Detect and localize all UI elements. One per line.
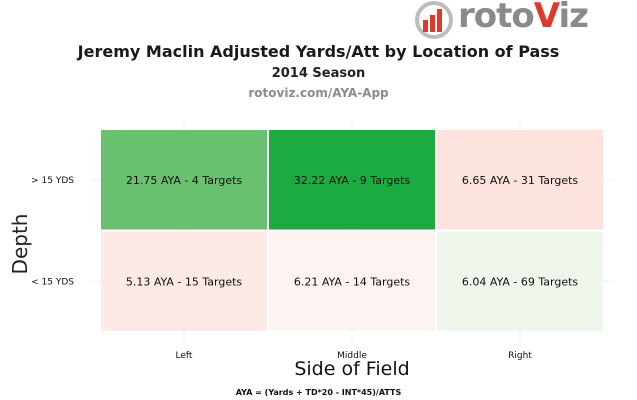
formula-footnote: AYA = (Yards + TD*20 - INT*45)/ATTS: [235, 388, 402, 397]
x-tick-label: Left: [176, 351, 193, 361]
chart-title: Jeremy Maclin Adjusted Yards/Att by Loca…: [77, 42, 560, 61]
x-axis-label: Side of Field: [294, 358, 410, 380]
y-axis-label-wrap: Depth: [6, 214, 34, 275]
y-tick-label: > 15 YDS: [31, 176, 74, 186]
cell-data-label: 6.04 AYA - 69 Targets: [462, 275, 579, 288]
chart-source: rotoviz.com/AYA-App: [248, 86, 389, 100]
logo-bar-chart-icon: [415, 1, 453, 39]
cell-data-label: 32.22 AYA - 9 Targets: [294, 174, 411, 187]
cell-data-label: 5.13 AYA - 15 Targets: [126, 275, 243, 288]
chart-subtitle: 2014 Season: [271, 66, 366, 81]
heatmap-cell: [437, 231, 603, 331]
y-axis-label: Depth: [8, 213, 32, 275]
heatmap-cell: [269, 130, 435, 230]
rotoviz-logo: [414, 0, 614, 40]
y-tick-label: < 15 YDS: [31, 277, 74, 287]
x-tick-label: Right: [508, 351, 532, 361]
heatmap-cell: [269, 231, 435, 331]
heatmap-cell: [101, 231, 267, 331]
logo-wordmark: rotoViz: [458, 0, 589, 36]
cell-data-label: 21.75 AYA - 4 Targets: [126, 174, 243, 187]
heatmap-cell: [101, 130, 267, 230]
cell-data-label: 6.65 AYA - 31 Targets: [462, 174, 579, 187]
x-tick-label: Middle: [337, 351, 367, 361]
cell-data-label: 6.21 AYA - 14 Targets: [294, 275, 411, 288]
heatmap-cell: [437, 130, 603, 230]
